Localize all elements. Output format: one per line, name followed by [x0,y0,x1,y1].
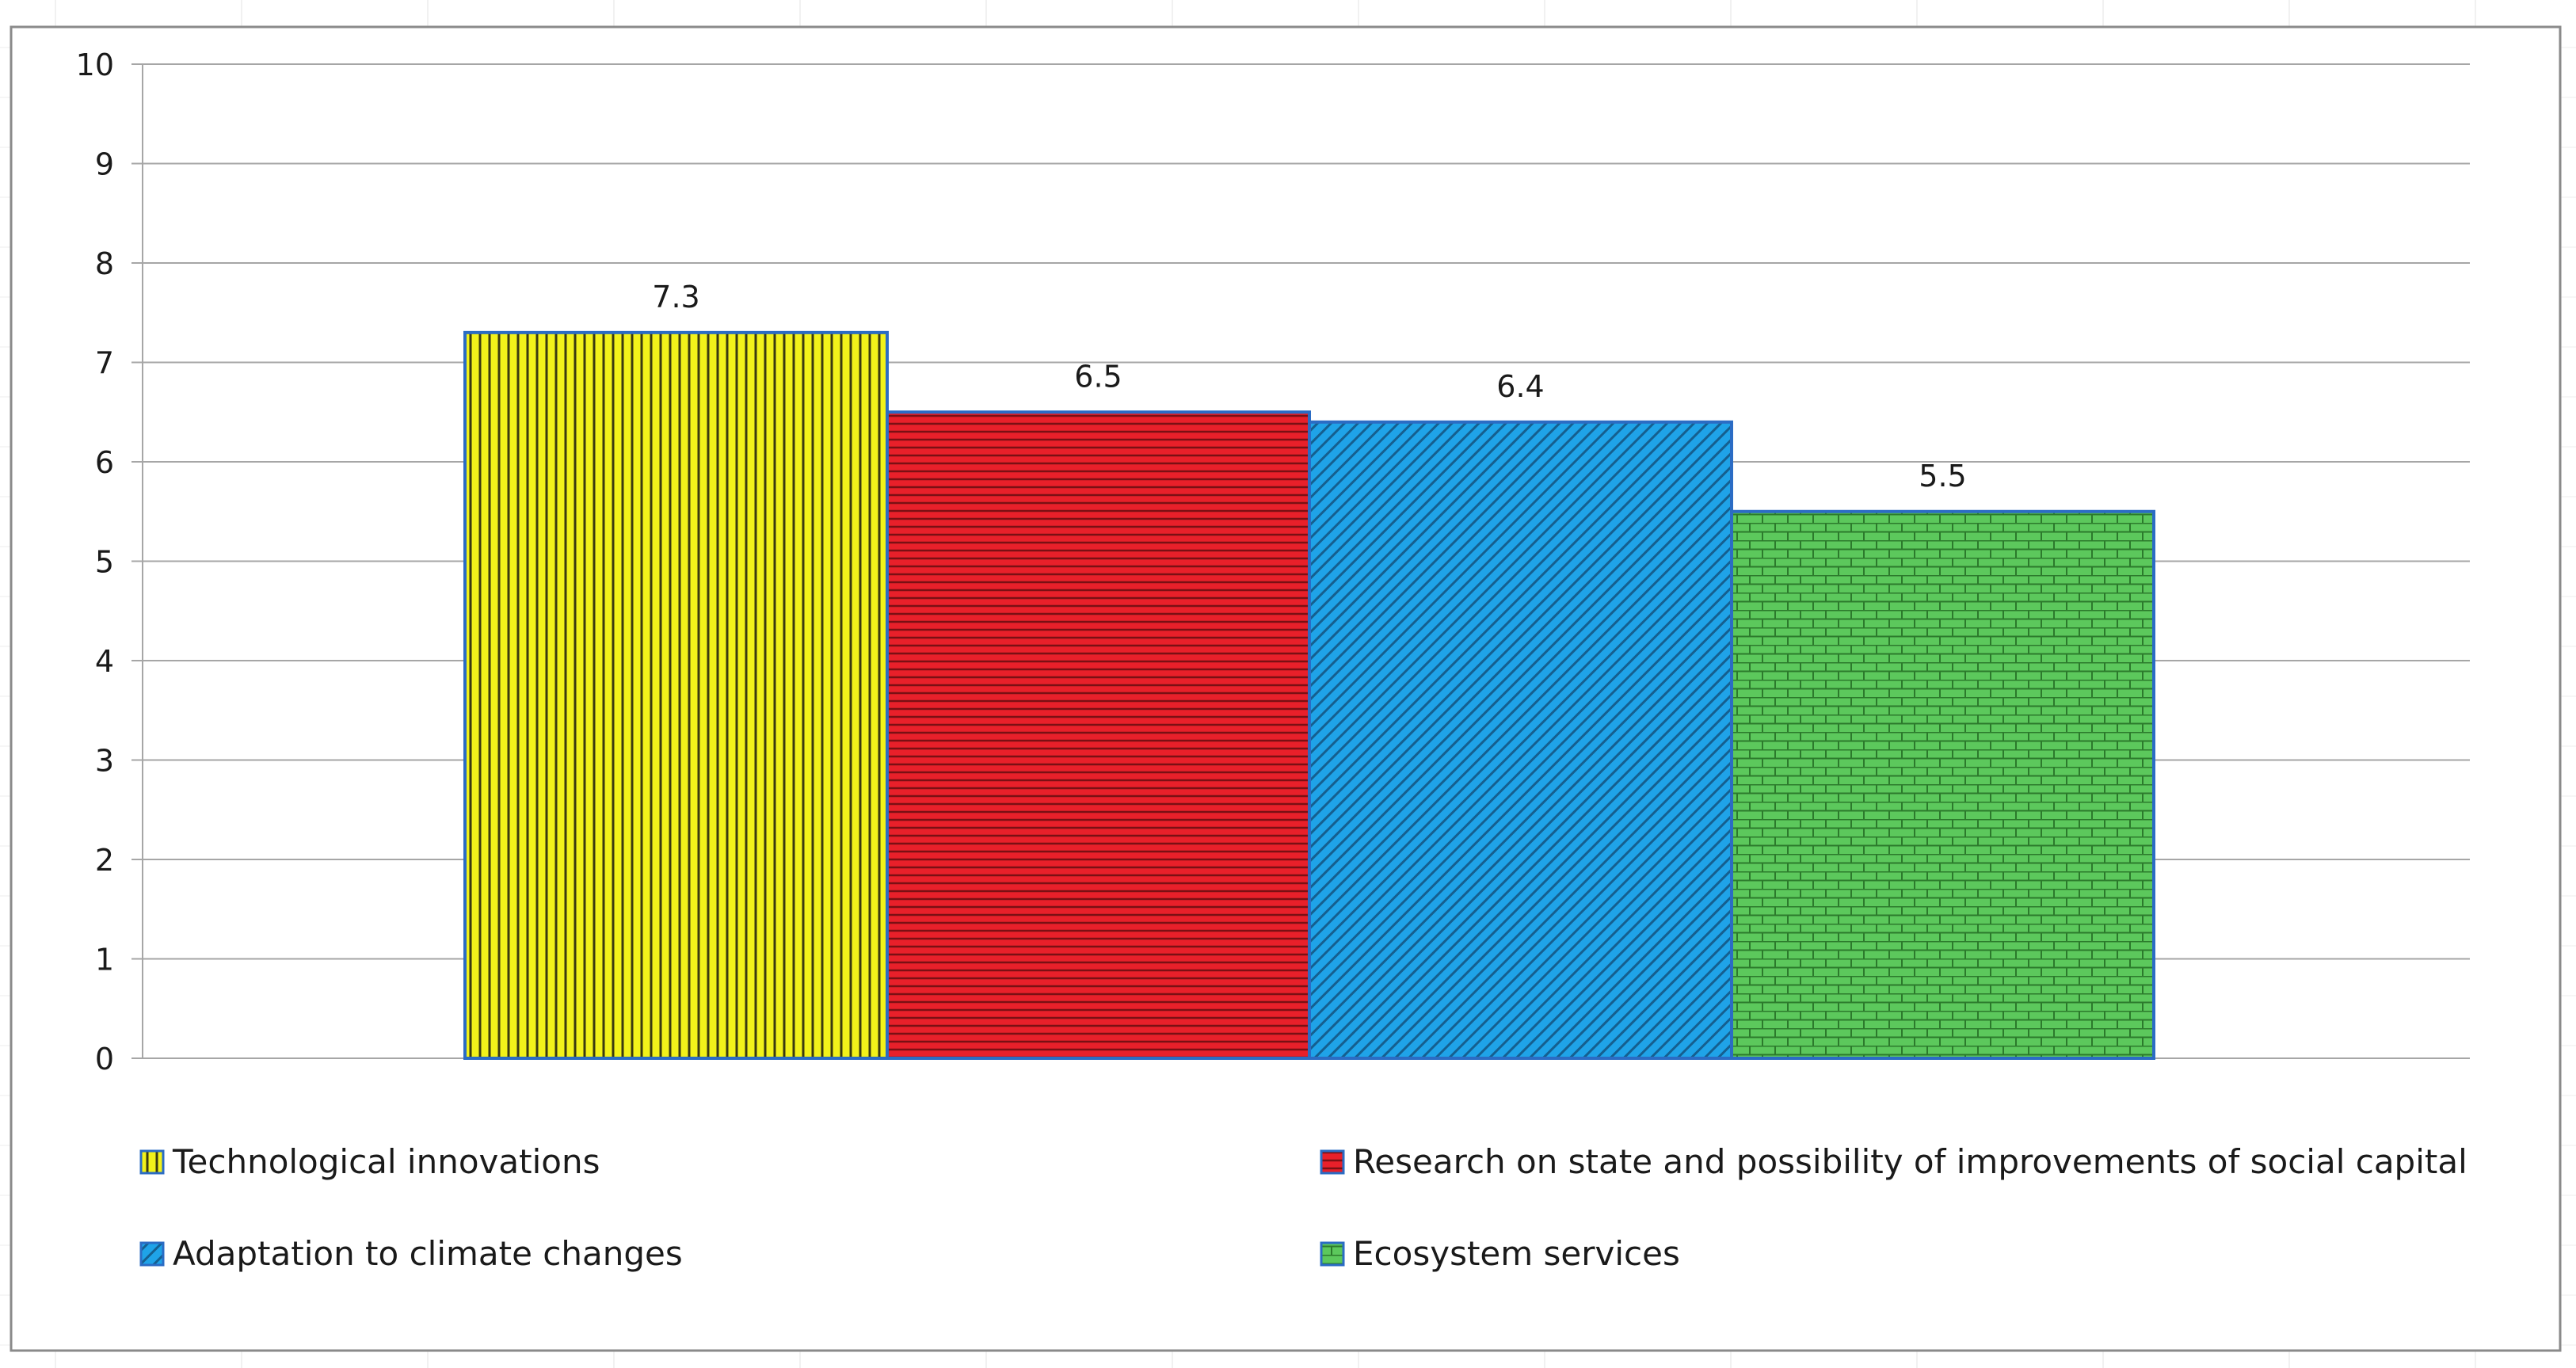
legend-label: Ecosystem services [1353,1234,1680,1273]
legend-swatch [1320,1149,1345,1175]
legend-swatch [139,1149,165,1175]
bar-2 [886,410,1311,1060]
bar-4 [1730,509,2155,1060]
data-label: 5.5 [1919,459,1966,493]
legend-label: Technological innovations [172,1142,600,1181]
y-axis: 0 1 2 3 4 5 6 7 8 9 10 [76,48,143,1076]
data-labels: 7.3 6.5 6.4 5.5 [652,280,1966,493]
y-tick-label: 8 [95,246,114,281]
data-label: 6.4 [1496,369,1544,404]
legend-swatch [139,1241,165,1267]
legend-label: Adaptation to climate changes [173,1234,683,1273]
y-tick-label: 7 [95,346,114,381]
y-tick-label: 9 [95,147,114,182]
y-tick-label: 4 [95,644,114,679]
y-tick-label: 0 [95,1042,114,1076]
legend-swatch [1320,1241,1345,1267]
bar-1 [463,330,889,1061]
y-tick-label: 5 [95,545,114,580]
y-tick-label: 2 [95,843,114,878]
y-tick-label: 6 [95,445,114,480]
legend-label: Research on state and possibility of imp… [1353,1142,2467,1181]
y-tick-label: 1 [95,943,114,977]
bars [463,330,2155,1061]
data-label: 6.5 [1074,359,1122,394]
bar-3 [1308,420,1733,1060]
y-tick-label: 10 [76,48,114,82]
legend: Technological innovations Research on sta… [139,1142,2467,1273]
y-tick-label: 3 [95,744,114,779]
data-label: 7.3 [652,280,699,314]
